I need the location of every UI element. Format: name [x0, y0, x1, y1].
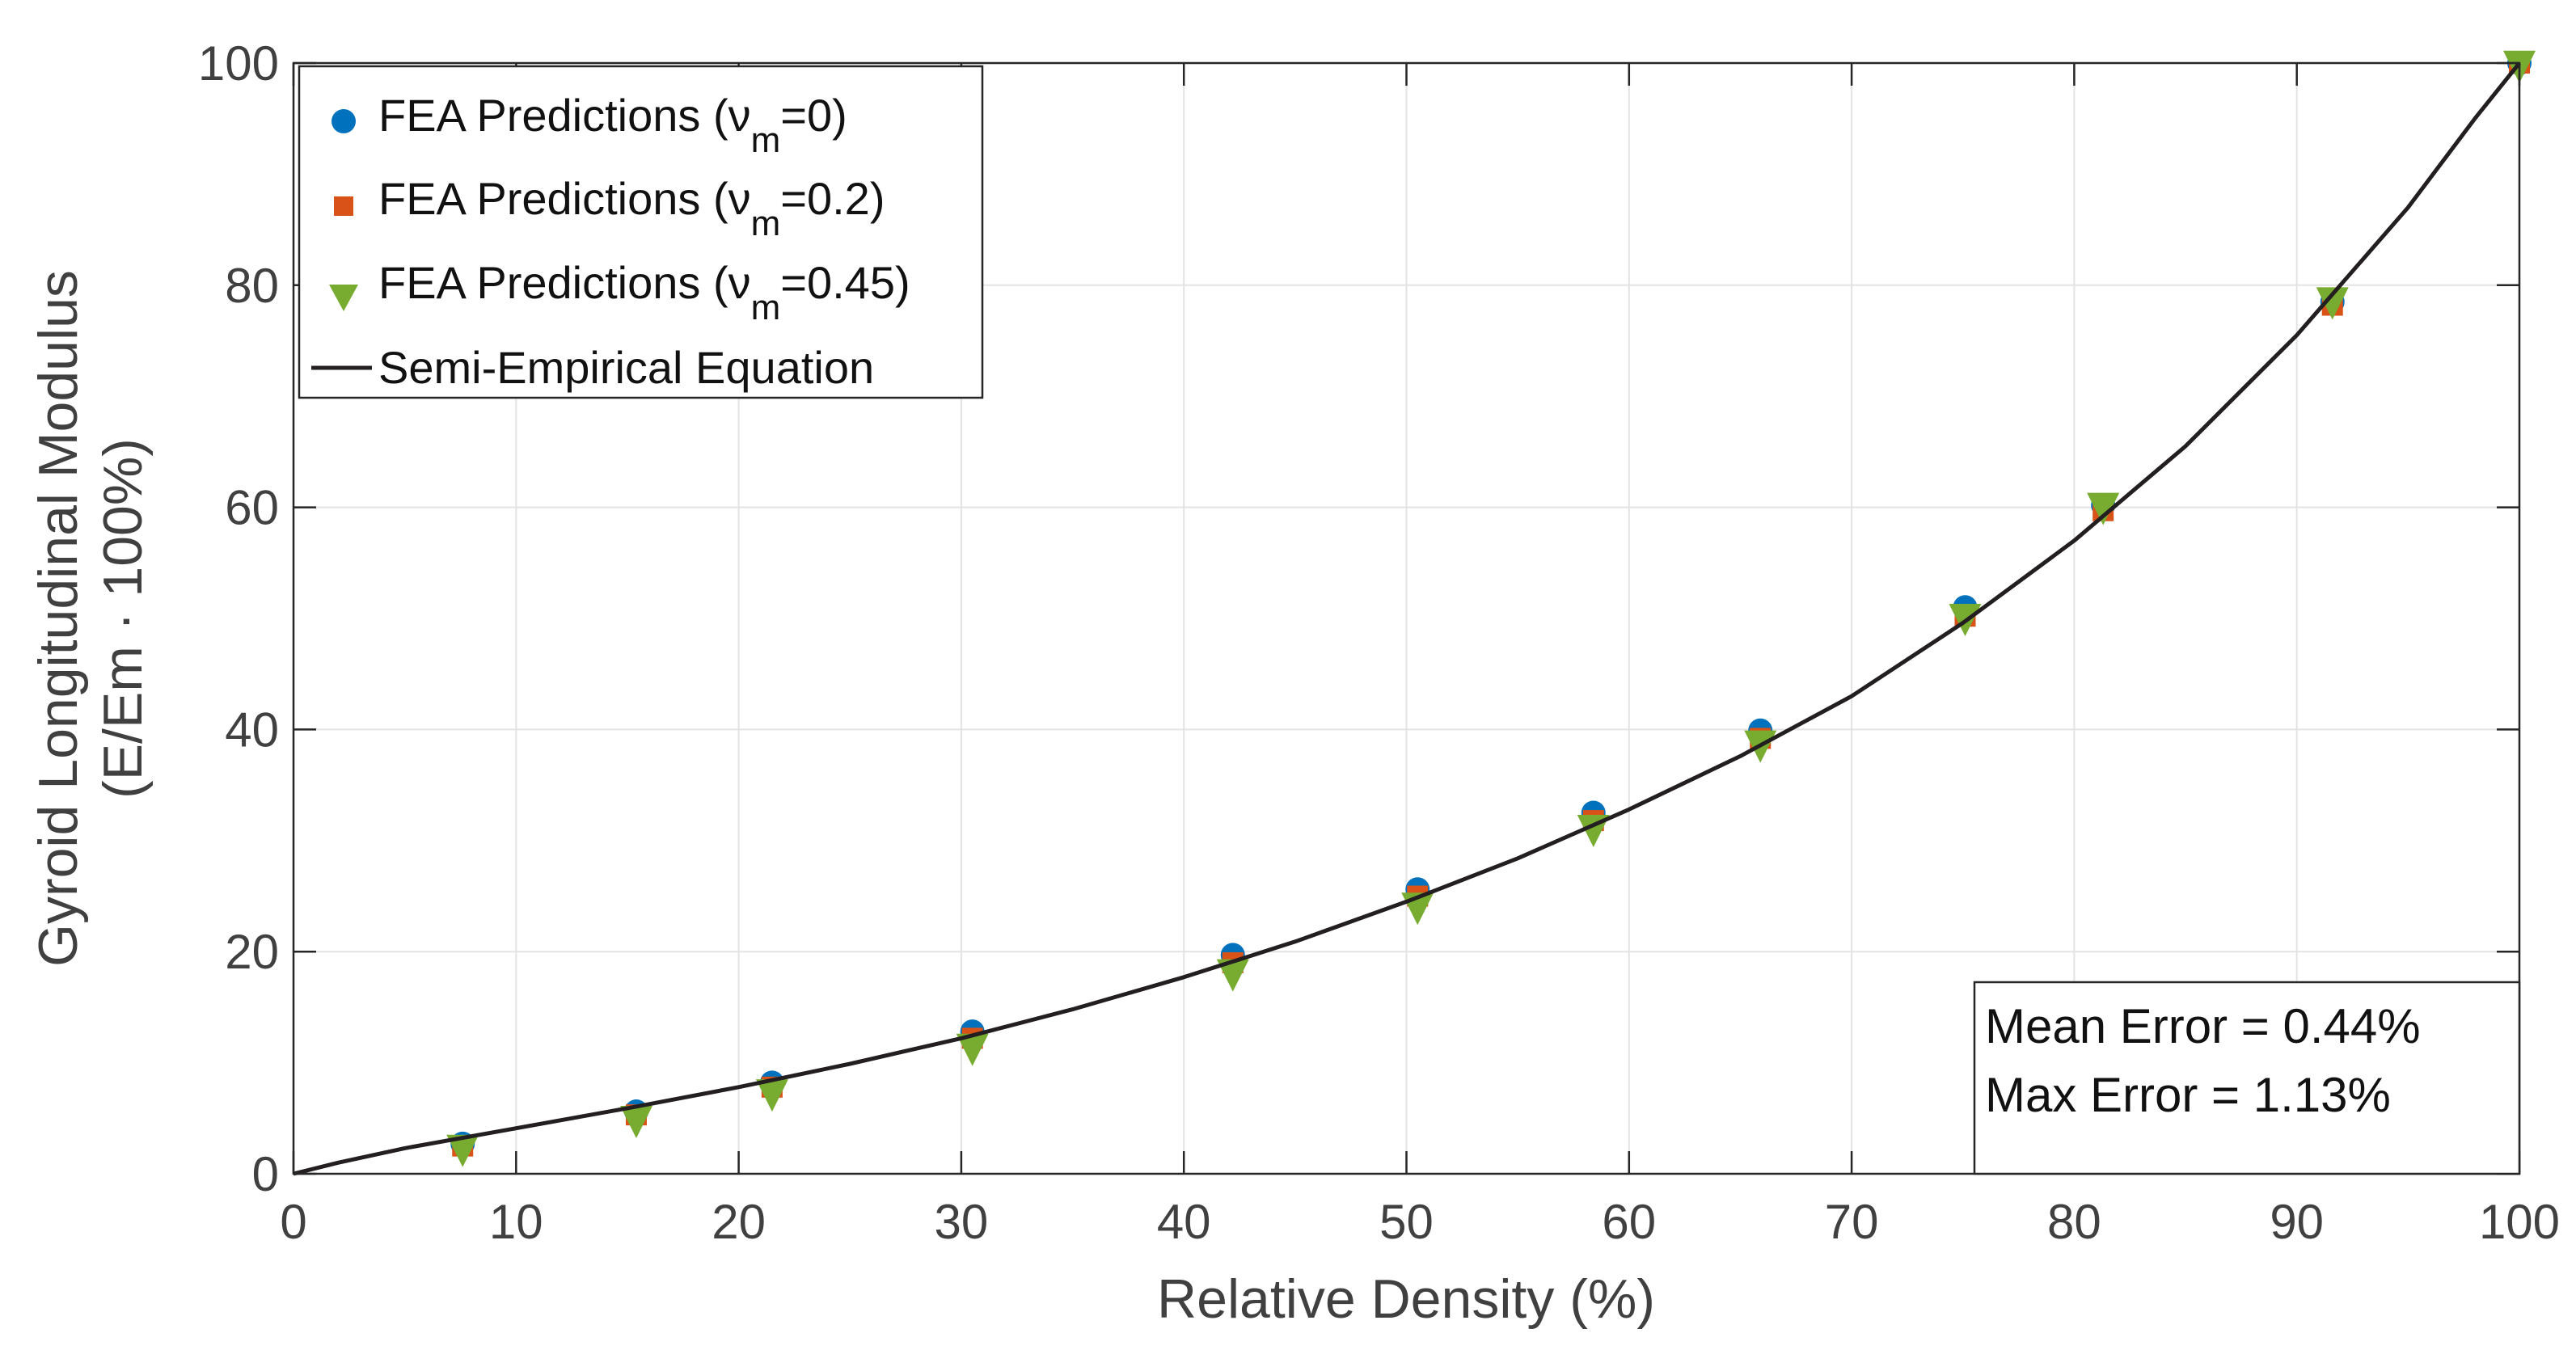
y-tick-label: 100: [198, 36, 279, 91]
x-tick-label: 60: [1602, 1195, 1656, 1249]
x-tick-label: 10: [489, 1195, 543, 1249]
legend-label-1: FEA Predictions (νm=0.2): [378, 173, 885, 243]
y-axis-label-line-2: (E/Em · 100%): [92, 438, 154, 799]
legend-label-0: FEA Predictions (νm=0): [378, 90, 847, 160]
y-tick-label: 60: [225, 481, 279, 535]
legend-marker-triangle: [329, 285, 358, 311]
x-tick-label: 70: [1825, 1195, 1879, 1249]
x-tick-label: 40: [1157, 1195, 1211, 1249]
x-tick-label: 90: [2270, 1195, 2324, 1249]
data-point-triangle: [1216, 959, 1249, 992]
legend-label-line: Semi-Empirical Equation: [378, 342, 874, 393]
data-point-triangle: [755, 1079, 788, 1112]
x-tick-label: 80: [2047, 1195, 2101, 1249]
y-axis-label-line-1: Gyroid Longitudinal Modulus: [27, 270, 89, 967]
legend-marker-circle: [332, 109, 356, 133]
legend: FEA Predictions (νm=0) FEA Predictions (…: [298, 65, 984, 399]
x-tick-label: 30: [935, 1195, 989, 1249]
x-tick-label: 100: [2479, 1195, 2560, 1249]
max-error-text: Max Error = 1.13%: [1985, 1068, 2391, 1122]
data-point-triangle: [2316, 287, 2349, 320]
x-tick-label: 20: [712, 1195, 766, 1249]
x-tick-label: 0: [280, 1195, 306, 1249]
x-axis-label: Relative Density (%): [1157, 1268, 1655, 1330]
x-tick-label: 50: [1379, 1195, 1434, 1249]
data-point-triangle: [956, 1033, 989, 1066]
legend-label-2: FEA Predictions (νm=0.45): [378, 257, 910, 327]
data-point-triangle: [619, 1106, 652, 1139]
annotation-box: [1973, 981, 2521, 1175]
semi-empirical-curve: [293, 61, 2521, 1176]
legend-marker-square: [334, 196, 353, 216]
y-tick-label: 20: [225, 925, 279, 979]
error-annotation: Mean Error = 0.44% Max Error = 1.13%: [1973, 981, 2521, 1175]
mean-error-text: Mean Error = 0.44%: [1985, 999, 2421, 1053]
legend-box: [298, 65, 984, 399]
y-tick-label: 0: [252, 1147, 279, 1201]
y-tick-label: 40: [225, 702, 279, 757]
y-tick-label: 80: [225, 259, 279, 313]
data-point-triangle: [446, 1134, 479, 1167]
data-point-triangle: [2087, 492, 2120, 525]
